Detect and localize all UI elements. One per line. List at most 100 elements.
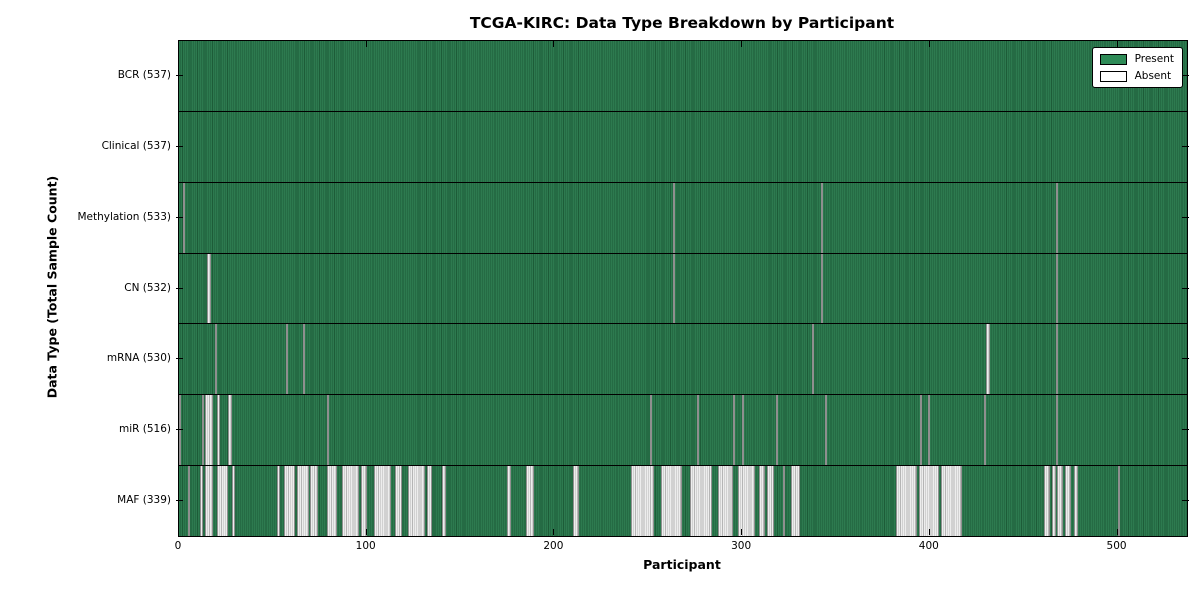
- y-tick-mark: [1182, 499, 1189, 501]
- absent-stripe: [986, 324, 990, 395]
- absent-stripe: [327, 395, 330, 466]
- legend: Present Absent: [1091, 47, 1183, 88]
- absent-stripe: [408, 466, 425, 537]
- legend-entry-absent: Absent: [1099, 70, 1174, 82]
- y-tick-label-Clinical: Clinical (537): [101, 140, 171, 153]
- absent-stripe: [811, 324, 814, 395]
- absent-stripe: [759, 466, 765, 537]
- absent-stripe: [201, 395, 204, 466]
- x-tick-label-100: 100: [355, 540, 376, 552]
- absent-stripe: [302, 324, 305, 395]
- absent-stripe: [742, 395, 745, 466]
- matrix-row-MAF: [179, 466, 1187, 537]
- absent-stripe: [896, 466, 917, 537]
- absent-stripe: [672, 253, 675, 324]
- absent-stripe: [284, 466, 296, 537]
- matrix-row-BCR: [179, 41, 1187, 112]
- x-tick-mark: [1116, 529, 1118, 535]
- absent-stripe: [1064, 466, 1071, 537]
- x-tick-mark: [928, 41, 930, 47]
- y-tick-mark: [1182, 216, 1189, 218]
- x-tick-mark: [178, 41, 179, 47]
- plot-area: Present Absent: [178, 40, 1188, 537]
- y-tick-label-Methylation: Methylation (533): [77, 210, 171, 223]
- x-tick-mark: [1116, 41, 1118, 47]
- x-tick-label-0: 0: [174, 540, 182, 552]
- absent-stripe: [927, 395, 930, 466]
- y-tick-mark: [1182, 75, 1189, 77]
- absent-stripe: [920, 395, 923, 466]
- absent-stripe: [327, 466, 337, 537]
- absent-stripe: [941, 466, 962, 537]
- present-swatch: [1099, 53, 1127, 65]
- absent-stripe: [824, 395, 827, 466]
- y-tick-label-MAF: MAF (339): [117, 493, 171, 506]
- matrix-row-CN: [179, 253, 1187, 325]
- y-tick-mark: [176, 358, 183, 360]
- legend-entry-present: Present: [1099, 53, 1174, 65]
- absent-stripe: [1055, 395, 1058, 466]
- chart-title: TCGA-KIRC: Data Type Breakdown by Partic…: [469, 14, 895, 32]
- absent-stripe: [1044, 466, 1050, 537]
- x-tick-mark: [178, 529, 179, 535]
- absent-stripe: [1055, 182, 1058, 253]
- x-tick-mark: [553, 529, 555, 535]
- y-tick-mark: [176, 428, 183, 430]
- x-tick-mark: [928, 529, 930, 535]
- absent-stripe: [1117, 466, 1120, 537]
- y-tick-mark: [176, 287, 183, 289]
- absent-stripe: [697, 395, 700, 466]
- y-tick-label-BCR: BCR (537): [117, 69, 171, 82]
- x-tick-label-200: 200: [543, 540, 564, 552]
- x-tick-mark: [553, 41, 555, 47]
- absent-stripe: [672, 182, 675, 253]
- absent-stripe: [661, 466, 683, 537]
- absent-stripe: [775, 395, 778, 466]
- y-tick-mark: [176, 216, 183, 218]
- absent-swatch: [1099, 70, 1127, 82]
- matrix-row-mRNA: [179, 324, 1187, 396]
- absent-stripe: [820, 182, 823, 253]
- absent-stripe: [507, 466, 512, 537]
- absent-stripe: [205, 395, 213, 466]
- absent-stripe: [573, 466, 579, 537]
- absent-stripe: [214, 324, 217, 395]
- absent-stripe: [1055, 253, 1058, 324]
- absent-stripe: [631, 466, 654, 537]
- absent-stripe: [188, 466, 191, 537]
- absent-stripe: [820, 253, 823, 324]
- absent-stripe: [984, 395, 987, 466]
- x-tick-mark: [365, 529, 367, 535]
- absent-stripe: [1051, 466, 1056, 537]
- y-tick-mark: [1182, 428, 1189, 430]
- x-tick-mark: [741, 41, 743, 47]
- absent-stripe: [783, 466, 786, 537]
- absent-stripe: [216, 395, 221, 466]
- x-axis-title: Participant: [643, 557, 721, 572]
- absent-stripe: [179, 395, 181, 466]
- x-tick-mark: [741, 529, 743, 535]
- absent-stripe: [342, 466, 360, 537]
- absent-stripe: [738, 466, 756, 537]
- absent-stripe: [441, 466, 446, 537]
- absent-stripe: [205, 466, 213, 537]
- absent-stripe: [1055, 324, 1058, 395]
- absent-stripe: [310, 466, 318, 537]
- absent-stripe: [227, 395, 232, 466]
- x-tick-mark: [365, 41, 367, 47]
- x-tick-label-400: 400: [918, 540, 939, 552]
- absent-stripe: [297, 466, 309, 537]
- y-tick-mark: [1182, 358, 1189, 360]
- y-tick-label-mRNA: mRNA (530): [106, 352, 171, 365]
- absent-stripe: [216, 466, 228, 537]
- absent-stripe: [207, 253, 211, 324]
- x-tick-label-300: 300: [731, 540, 752, 552]
- absent-stripe: [1057, 466, 1064, 537]
- y-tick-mark: [176, 499, 183, 501]
- matrix-row-Methylation: [179, 182, 1187, 254]
- absent-stripe: [199, 466, 204, 537]
- absent-stripe: [918, 466, 940, 537]
- absent-stripe: [766, 466, 775, 537]
- y-tick-mark: [176, 75, 183, 77]
